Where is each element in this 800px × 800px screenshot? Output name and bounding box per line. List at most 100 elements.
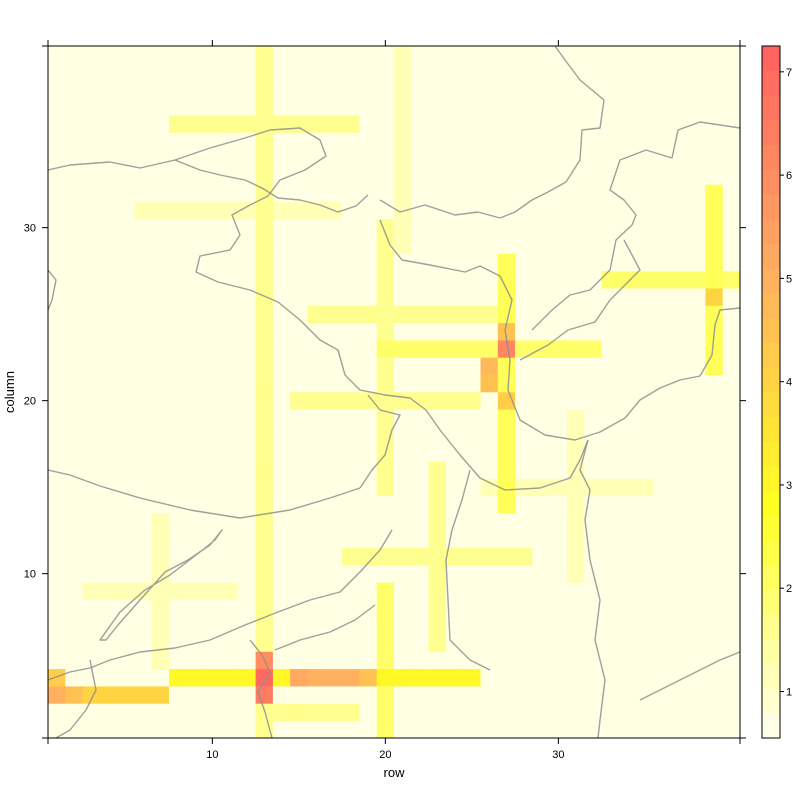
heatmap-cell	[567, 253, 585, 272]
heatmap-cell	[497, 478, 516, 497]
heatmap-cell	[324, 426, 343, 445]
heatmap-cell	[134, 703, 153, 721]
heatmap-cell	[82, 651, 101, 670]
heatmap-cell	[653, 409, 672, 427]
heatmap-cell	[497, 565, 516, 583]
heatmap-cell	[497, 184, 516, 202]
heatmap-cell	[376, 63, 395, 81]
heatmap-cell	[48, 461, 66, 479]
heatmap-cell	[221, 288, 239, 306]
heatmap-cell	[272, 46, 291, 64]
heatmap-cell	[324, 478, 343, 497]
heatmap-cell	[82, 167, 101, 185]
heatmap-cell	[255, 322, 274, 341]
heatmap-cell	[428, 167, 447, 185]
heatmap-cell	[722, 115, 740, 133]
heatmap-cell	[255, 720, 274, 738]
heatmap-cell	[117, 305, 135, 324]
heatmap-cell	[255, 340, 274, 358]
heatmap-cell	[324, 253, 343, 272]
heatmap-cell	[394, 495, 412, 514]
heatmap-cell	[515, 634, 533, 652]
heatmap-cell	[48, 634, 66, 652]
heatmap-cell	[722, 63, 740, 81]
heatmap-cell	[203, 288, 222, 306]
heatmap-cell	[601, 478, 620, 497]
heatmap-cell	[480, 149, 499, 168]
heatmap-cell	[394, 478, 412, 497]
heatmap-cell	[290, 236, 308, 254]
heatmap-cell	[705, 236, 723, 254]
heatmap-cell	[65, 236, 83, 254]
heatmap-cell	[186, 80, 204, 99]
heatmap-cell	[463, 340, 481, 358]
heatmap-cell	[722, 513, 740, 531]
heatmap-cell	[584, 184, 602, 202]
heatmap-cell	[411, 616, 429, 635]
heatmap-cell	[238, 547, 256, 566]
heatmap-cell	[169, 46, 187, 64]
heatmap-cell	[601, 201, 620, 220]
heatmap-cell	[221, 80, 239, 99]
heatmap-cell	[151, 530, 170, 548]
heatmap-cell	[48, 253, 66, 272]
heatmap-cell	[670, 392, 689, 410]
heatmap-cell	[549, 115, 568, 133]
heatmap-cell	[567, 478, 585, 497]
heatmap-cell	[324, 219, 343, 237]
heatmap-cell	[411, 201, 429, 220]
heatmap-cell	[255, 184, 274, 202]
heatmap-cell	[169, 201, 187, 220]
heatmap-cell	[670, 461, 689, 479]
heatmap-cell	[411, 63, 429, 81]
heatmap-cell	[445, 478, 464, 497]
heatmap-cell	[324, 132, 343, 151]
heatmap-cell	[376, 495, 395, 514]
heatmap-cell	[653, 616, 672, 635]
heatmap-cell	[567, 97, 585, 116]
heatmap-cell	[463, 305, 481, 324]
heatmap-cell	[670, 340, 689, 358]
colorbar-step	[762, 540, 780, 566]
heatmap-cell	[151, 478, 170, 497]
y-axis-title: column	[2, 371, 17, 413]
heatmap-cell	[567, 322, 585, 341]
heatmap-cell	[688, 167, 706, 185]
heatmap-cell	[394, 80, 412, 99]
heatmap-cell	[376, 46, 395, 64]
heatmap-cell	[515, 288, 533, 306]
heatmap-cell	[636, 340, 654, 358]
heatmap-cell	[134, 409, 153, 427]
heatmap-cell	[376, 236, 395, 254]
heatmap-cell	[151, 340, 170, 358]
heatmap-cell	[255, 288, 274, 306]
heatmap-cell	[722, 253, 740, 272]
heatmap-cell	[169, 409, 187, 427]
heatmap-cell	[549, 668, 568, 687]
heatmap-cell	[688, 201, 706, 220]
heatmap-cell	[186, 651, 204, 670]
heatmap-cell	[99, 547, 118, 566]
heatmap-cell	[497, 582, 516, 600]
heatmap-cell	[428, 426, 447, 445]
heatmap-cell	[238, 132, 256, 151]
heatmap-cell	[99, 253, 118, 272]
heatmap-cell	[376, 270, 395, 289]
heatmap-cell	[445, 253, 464, 272]
heatmap-cell	[428, 547, 447, 566]
heatmap-cell	[376, 201, 395, 220]
heatmap-cell	[705, 478, 723, 497]
heatmap-cell	[584, 219, 602, 237]
heatmap-cell	[584, 616, 602, 635]
heatmap-cell	[584, 668, 602, 687]
heatmap-cell	[601, 651, 620, 670]
heatmap-cell	[670, 305, 689, 324]
heatmap-cell	[636, 270, 654, 289]
heatmap-cell	[324, 374, 343, 393]
heatmap-cell	[497, 167, 516, 185]
heatmap-cell	[601, 495, 620, 514]
heatmap-cell	[567, 599, 585, 618]
heatmap-cell	[705, 513, 723, 531]
heatmap-cell	[186, 392, 204, 410]
heatmap-cell	[584, 97, 602, 116]
